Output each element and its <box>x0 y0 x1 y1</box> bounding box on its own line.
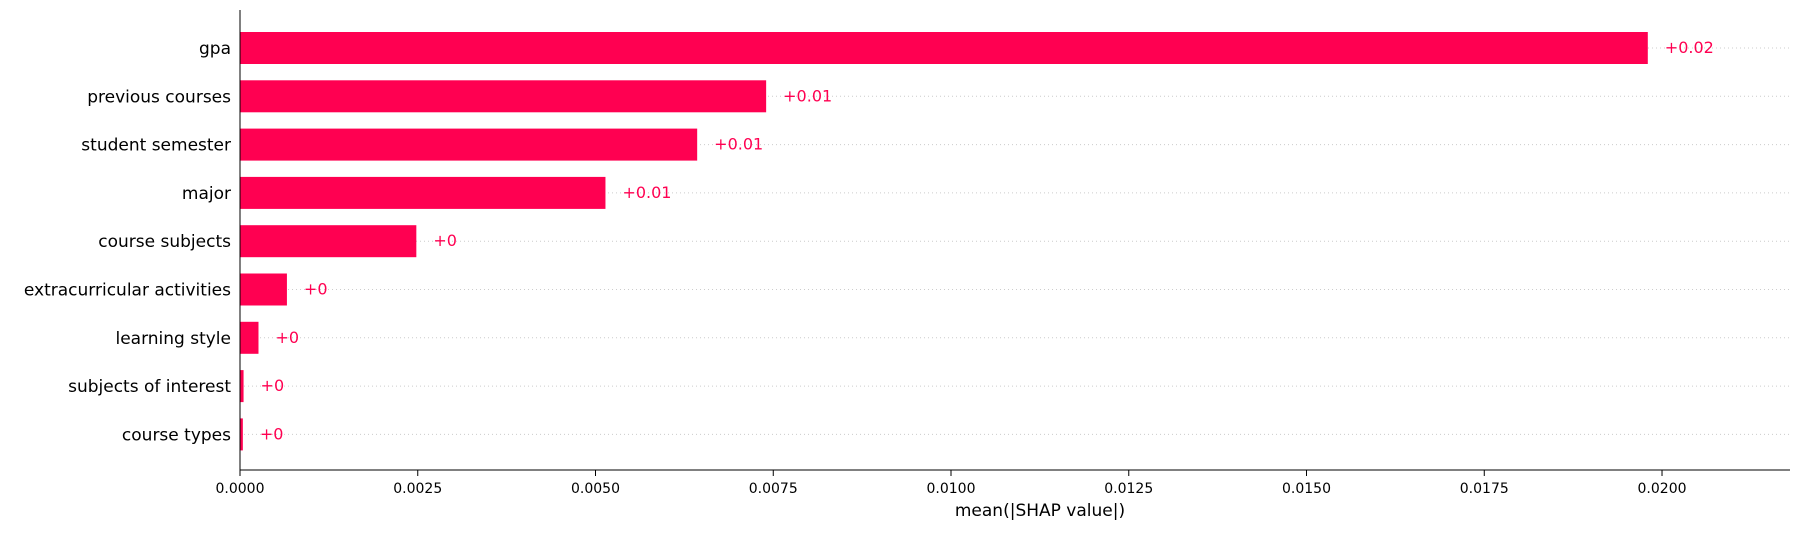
value-label: +0.01 <box>714 135 763 154</box>
bar-learning-style <box>240 321 259 354</box>
value-label: +0 <box>304 280 328 299</box>
x-tick-label: 0.0200 <box>1638 481 1687 497</box>
x-tick-label: 0.0075 <box>749 481 798 497</box>
value-label: +0 <box>260 424 284 443</box>
tick-layer: 0.0000 0.0025 0.0050 0.0075 0.0100 0.0125 0.01… <box>216 470 1687 497</box>
bar-extracurricular-activities <box>240 273 287 306</box>
value-label: +0.01 <box>622 183 671 202</box>
x-tick-label: 0.0150 <box>1282 481 1331 497</box>
category-label: learning style <box>115 329 231 349</box>
x-tick-label: 0.0125 <box>1104 481 1153 497</box>
bar-gpa <box>240 32 1648 64</box>
category-label: course types <box>122 425 231 445</box>
axis-layer <box>239 10 1790 471</box>
category-label: course subjects <box>98 232 231 252</box>
category-label: student semester <box>81 136 231 156</box>
x-tick-label: 0.0100 <box>927 481 976 497</box>
x-tick-label: 0.0025 <box>393 481 442 497</box>
x-axis-title: mean(|SHAP value|) <box>955 501 1125 521</box>
category-label: previous courses <box>87 87 231 107</box>
label-layer: gpa +0.02 previous courses +0.01 student sem… <box>24 38 1714 445</box>
bar-previous-courses <box>240 80 767 113</box>
value-label: +0.02 <box>1665 38 1714 57</box>
bar-course-subjects <box>240 225 417 258</box>
category-label: gpa <box>199 39 231 59</box>
value-label: +0 <box>433 231 457 250</box>
x-tick-label: 0.0175 <box>1460 481 1509 497</box>
category-label: major <box>182 184 231 204</box>
category-label: subjects of interest <box>68 377 231 397</box>
bar-major <box>240 176 606 209</box>
bar-student-semester <box>240 128 698 161</box>
bar-subjects-of-interest <box>240 370 244 403</box>
category-label: extracurricular activities <box>24 281 231 301</box>
value-label: +0 <box>275 328 299 347</box>
x-tick-label: 0.0050 <box>571 481 620 497</box>
value-label: +0 <box>261 376 285 395</box>
value-label: +0.01 <box>783 86 832 105</box>
bar-layer <box>240 32 1648 451</box>
x-tick-label: 0.0000 <box>216 481 265 497</box>
bar-course-types <box>240 418 243 451</box>
